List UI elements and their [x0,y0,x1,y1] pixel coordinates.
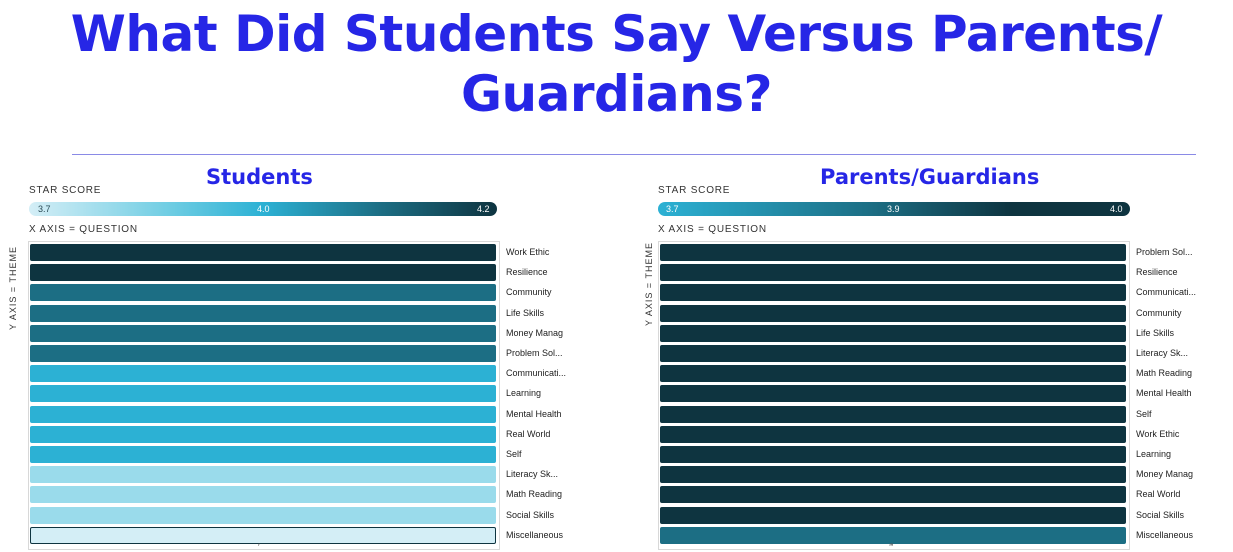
page-title-line1: What Did Students Say Versus Parents/ [70,5,1163,63]
parents-heat-bar[interactable] [660,405,1126,423]
students-heat-bar[interactable] [30,304,496,322]
students-theme-label: Miscellaneous [506,529,564,540]
students-heat-bar[interactable] [30,345,496,362]
students-heat-bar[interactable] [30,446,496,463]
parents-heat-bar[interactable] [660,264,1126,282]
students-heat-bar[interactable] [30,264,496,282]
parents-theme-label: Community [1136,307,1182,318]
students-plot-area [28,241,500,550]
students-theme-label: Community [506,287,552,298]
page-title: What Did Students Say Versus Parents/ Gu… [0,4,1233,124]
students-heat-bar[interactable] [30,385,496,403]
parents-heat-bar[interactable] [660,385,1126,403]
parents-chart-panel: Parents/Guardians STAR SCORE 3.7 3.9 4.0… [644,164,1233,552]
parents-theme-label: Money Manag [1136,469,1194,480]
students-theme-label: Money Manag [506,327,564,338]
parents-heat-bar[interactable] [660,526,1126,544]
students-heat-bar[interactable] [30,244,496,261]
parents-heat-bar[interactable] [660,506,1126,524]
students-heat-bar[interactable] [30,526,496,544]
students-theme-label: Communicati... [506,368,567,379]
parents-legend-title: STAR SCORE [658,185,731,196]
parents-theme-label: Social Skills [1136,509,1185,520]
parents-theme-label: Work Ethic [1136,428,1180,439]
students-chart-title: Students [206,165,313,189]
students-legend-title: STAR SCORE [29,185,102,196]
students-heat-bar[interactable] [30,466,496,484]
parents-heat-bar[interactable] [660,486,1126,504]
parents-theme-label: Communicati... [1136,287,1197,298]
students-legend-min: 3.7 [38,204,51,214]
students-legend-mid: 4.0 [257,204,270,214]
parents-theme-label: Real World [1136,489,1181,500]
students-theme-label: Life Skills [506,307,545,318]
students-theme-label: Problem Sol... [506,348,563,358]
students-chart-panel: Students STAR SCORE 3.7 4.0 4.2 X AXIS =… [8,164,618,552]
parents-theme-label: Life Skills [1136,327,1175,338]
students-theme-label: Resilience [506,267,548,278]
parents-theme-label: Math Reading [1136,368,1193,379]
students-heat-bar[interactable] [30,284,496,302]
students-y-axis-label: Y AXIS = THEME [8,246,18,330]
parents-theme-label: Resilience [1136,267,1178,278]
students-theme-label: Learning [506,388,542,399]
parents-plot-area [658,241,1130,550]
students-theme-label: Social Skills [506,509,555,520]
students-theme-label: Mental Health [506,408,562,419]
parents-theme-label: Miscellaneous [1136,529,1194,540]
parents-heat-bar[interactable] [660,466,1126,484]
students-heat-bar[interactable] [30,324,496,342]
students-axis-mark: ′ [258,542,260,552]
parents-theme-label: Problem Sol... [1136,247,1193,257]
parents-legend-min: 3.7 [666,204,679,214]
students-theme-label: Literacy Sk... [506,469,559,480]
students-theme-label: Real World [506,428,551,439]
parents-theme-label: Mental Health [1136,388,1192,399]
parents-heat-bar[interactable] [660,365,1126,383]
students-theme-label: Work Ethic [506,247,550,257]
students-theme-label: Self [506,449,522,459]
students-legend-max: 4.2 [477,204,490,214]
students-heat-bar[interactable] [30,506,496,524]
students-legend-gradient [29,202,497,216]
parents-legend-max: 4.0 [1110,204,1123,214]
parents-legend-mid: 3.9 [887,204,900,214]
parents-legend-gradient [658,202,1130,216]
parents-heat-bar[interactable] [660,345,1126,362]
students-heat-bar[interactable] [30,405,496,423]
parents-y-axis-label: Y AXIS = THEME [644,242,654,326]
title-divider [72,154,1196,155]
parents-theme-label: Learning [1136,449,1172,459]
students-heat-bar[interactable] [30,425,496,443]
parents-theme-label: Self [1136,408,1152,419]
parents-heat-bar[interactable] [660,304,1126,322]
parents-heat-bar[interactable] [660,244,1126,261]
parents-heat-bar[interactable] [660,324,1126,342]
parents-axis-mark: ‴ [890,542,894,552]
students-theme-label: Math Reading [506,489,563,500]
parents-theme-label: Literacy Sk... [1136,348,1189,358]
parents-heat-bar[interactable] [660,284,1126,302]
students-x-axis-label: X AXIS = QUESTION [29,224,138,235]
parents-heat-bar[interactable] [660,446,1126,463]
students-heat-bar[interactable] [30,486,496,504]
parents-heat-bar[interactable] [660,425,1126,443]
page-title-line2: Guardians? [460,65,773,123]
parents-x-axis-label: X AXIS = QUESTION [658,224,767,235]
parents-chart-title: Parents/Guardians [820,165,1040,189]
students-heat-bar[interactable] [30,365,496,383]
